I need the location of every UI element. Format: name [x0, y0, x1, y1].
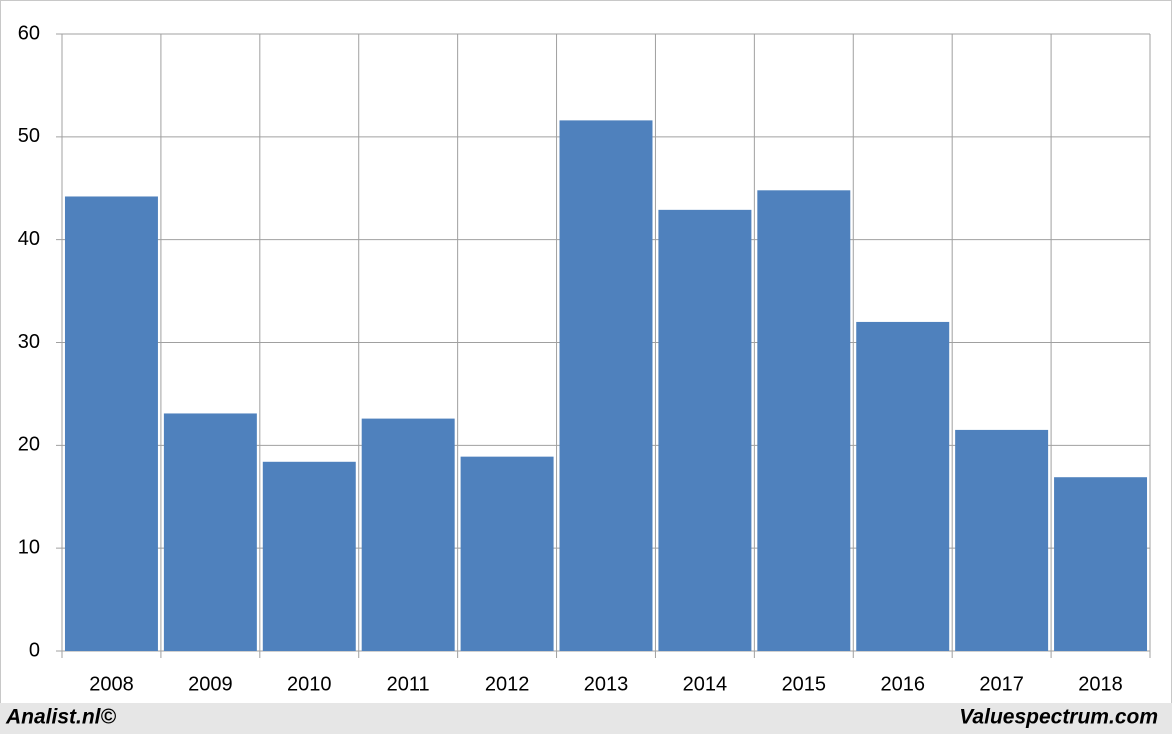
x-tick-label: 2015	[782, 673, 827, 695]
y-tick-label: 50	[18, 125, 40, 147]
x-tick-label: 2012	[485, 673, 530, 695]
x-tick-label: 2017	[979, 673, 1024, 695]
footer-band	[0, 703, 1172, 734]
bar	[1054, 477, 1148, 651]
x-tick-label: 2016	[880, 673, 925, 695]
y-tick-label: 40	[18, 228, 40, 250]
x-tick-label: 2009	[188, 673, 233, 695]
x-tick-label: 2011	[387, 673, 430, 695]
bar	[658, 209, 752, 651]
bar	[856, 321, 950, 651]
y-tick-label: 20	[18, 434, 40, 456]
y-tick-label: 60	[18, 22, 40, 44]
y-tick-label: 10	[18, 536, 40, 558]
bar	[757, 190, 851, 651]
bar	[955, 429, 1049, 651]
bar	[460, 456, 554, 651]
x-tick-label: 2010	[287, 673, 332, 695]
bar	[361, 418, 455, 651]
x-tick-label: 2008	[89, 673, 134, 695]
footer-left: Analist.nl©	[5, 706, 117, 729]
x-tick-label: 2013	[584, 673, 629, 695]
x-tick-label: 2014	[683, 673, 728, 695]
x-tick-label: 2018	[1078, 673, 1123, 695]
footer-right: Valuespectrum.com	[959, 706, 1158, 729]
y-tick-label: 30	[18, 331, 40, 353]
bar	[262, 461, 356, 651]
bar	[559, 120, 653, 651]
bar	[163, 413, 257, 651]
bar	[64, 196, 158, 651]
y-tick-label: 0	[29, 639, 40, 661]
